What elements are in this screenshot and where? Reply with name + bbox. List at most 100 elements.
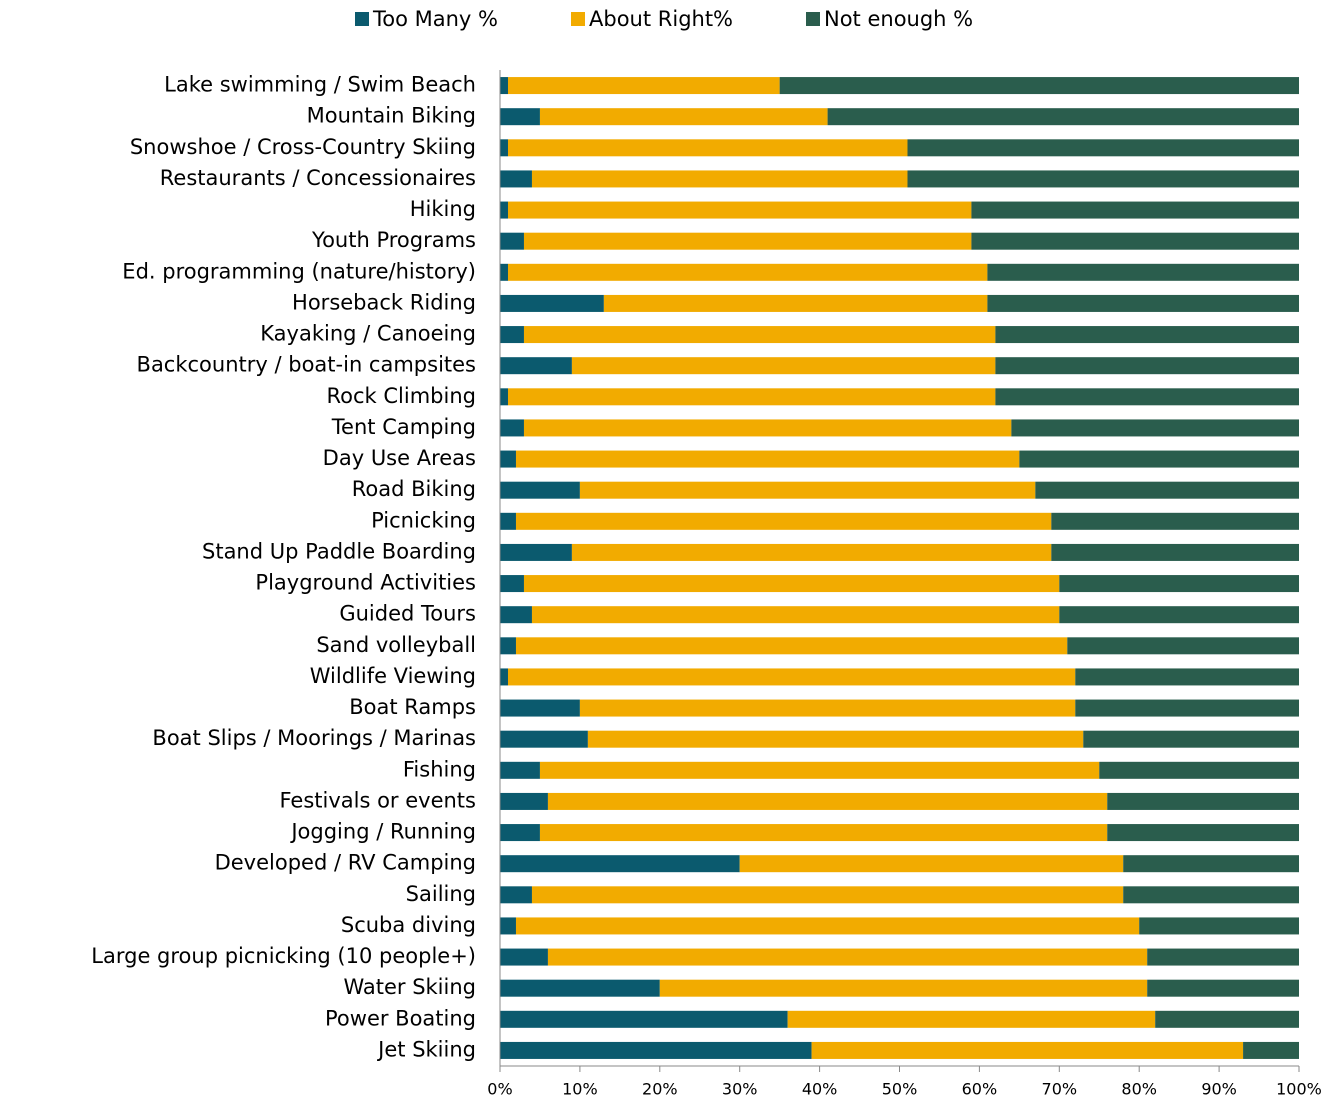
bar-segment: [971, 232, 1299, 250]
y-tick-label: Boat Ramps: [349, 695, 476, 719]
bar-segment: [500, 294, 604, 312]
bar-segment: [995, 357, 1299, 375]
bar-segment: [500, 792, 548, 810]
bar-segment: [1155, 1010, 1299, 1028]
bar-segment: [515, 512, 1052, 530]
x-tick-label: 0%: [487, 1080, 512, 1099]
bar-segment: [500, 855, 740, 873]
bar-segment: [500, 761, 540, 779]
y-tick-label: Large group picnicking (10 people+): [91, 944, 476, 968]
bar-segment: [500, 232, 524, 250]
bar-segment: [515, 450, 1020, 468]
bar-segment: [1123, 855, 1299, 873]
bar-segment: [500, 108, 540, 126]
bar-segment: [587, 730, 1084, 748]
y-tick-label: Boat Slips / Moorings / Marinas: [152, 726, 476, 750]
x-tick-label: 30%: [722, 1080, 758, 1099]
y-tick-label: Road Biking: [352, 477, 476, 501]
y-tick-label: Youth Programs: [311, 228, 476, 252]
bar-segment: [1075, 668, 1299, 686]
bar-segment: [500, 824, 540, 842]
y-tick-label: Snowshoe / Cross-Country Skiing: [130, 135, 476, 159]
bar-segment: [500, 77, 508, 95]
bar-segment: [523, 419, 1012, 437]
bar-segment: [779, 77, 1299, 95]
bar-segment: [500, 730, 588, 748]
x-tick-label: 40%: [802, 1080, 838, 1099]
x-tick-label: 50%: [882, 1080, 918, 1099]
bar-segment: [603, 294, 988, 312]
bar-segment: [500, 326, 524, 344]
bar-segment: [531, 886, 1124, 904]
bar-segment: [507, 139, 908, 157]
bar-segment: [995, 326, 1299, 344]
bar-segment: [907, 170, 1299, 188]
bar-segment: [827, 108, 1299, 126]
bar-segment: [531, 170, 908, 188]
y-tick-label: Lake swimming / Swim Beach: [164, 73, 476, 97]
y-tick-label: Tent Camping: [331, 415, 476, 439]
bar-segment: [500, 170, 532, 188]
bar-segment: [523, 575, 1060, 593]
x-tick-label: 10%: [562, 1080, 598, 1099]
bar-segment: [1011, 419, 1299, 437]
bar-segment: [507, 668, 1076, 686]
bar-segment: [500, 668, 508, 686]
bar-segment: [971, 201, 1299, 219]
bar-segment: [500, 886, 532, 904]
x-tick-label: 70%: [1042, 1080, 1078, 1099]
y-tick-label: Backcountry / boat-in campsites: [137, 353, 476, 377]
bar-segment: [539, 108, 828, 126]
y-tick-label: Wildlife Viewing: [310, 664, 476, 688]
bar-segment: [500, 575, 524, 593]
x-tick-label: 20%: [642, 1080, 678, 1099]
bar-segment: [995, 388, 1299, 406]
bar-segment: [1019, 450, 1299, 468]
bar-segment: [500, 1041, 812, 1059]
legend-swatch: [571, 12, 585, 26]
bar-segment: [1243, 1041, 1299, 1059]
bar-segment: [531, 606, 1060, 624]
bar-segment: [1099, 761, 1299, 779]
bar-segment: [500, 543, 572, 561]
bar-segment: [1035, 481, 1299, 499]
bar-segment: [523, 232, 972, 250]
y-tick-label: Playground Activities: [255, 571, 476, 595]
x-tick-label: 60%: [962, 1080, 998, 1099]
bar-segment: [739, 855, 1124, 873]
bar-segment: [787, 1010, 1156, 1028]
bar-segment: [500, 917, 516, 935]
bar-segment: [1051, 543, 1299, 561]
y-tick-label: Festivals or events: [279, 788, 476, 812]
y-tick-label: Jet Skiing: [376, 1037, 476, 1061]
y-tick-label: Rock Climbing: [327, 384, 476, 408]
y-tick-label: Stand Up Paddle Boarding: [202, 539, 476, 563]
legend-label: Not enough %: [824, 7, 973, 31]
bar-segment: [500, 263, 508, 281]
y-tick-label: Horseback Riding: [292, 290, 476, 314]
bar-segment: [500, 512, 516, 530]
bar-segment: [500, 699, 580, 717]
bar-segment: [500, 948, 548, 966]
bar-segment: [500, 419, 524, 437]
y-tick-label: Mountain Biking: [307, 104, 476, 128]
legend-swatch: [806, 12, 820, 26]
bar-segment: [1107, 792, 1299, 810]
y-tick-label: Sailing: [406, 882, 476, 906]
bar-segment: [539, 824, 1108, 842]
y-tick-label: Water Skiing: [343, 975, 476, 999]
bar-segment: [547, 948, 1148, 966]
bar-segment: [500, 450, 516, 468]
bar-segment: [500, 979, 660, 997]
bar-segment: [547, 792, 1108, 810]
y-tick-label: Sand volleyball: [316, 633, 476, 657]
bar-segment: [1059, 606, 1299, 624]
bar-segment: [539, 761, 1100, 779]
y-tick-label: Picnicking: [371, 508, 476, 532]
y-tick-label: Jogging / Running: [289, 820, 476, 844]
bar-segment: [500, 606, 532, 624]
legend-label: Too Many %: [372, 7, 498, 31]
y-tick-label: Guided Tours: [339, 602, 476, 626]
bar-segment: [500, 388, 508, 406]
